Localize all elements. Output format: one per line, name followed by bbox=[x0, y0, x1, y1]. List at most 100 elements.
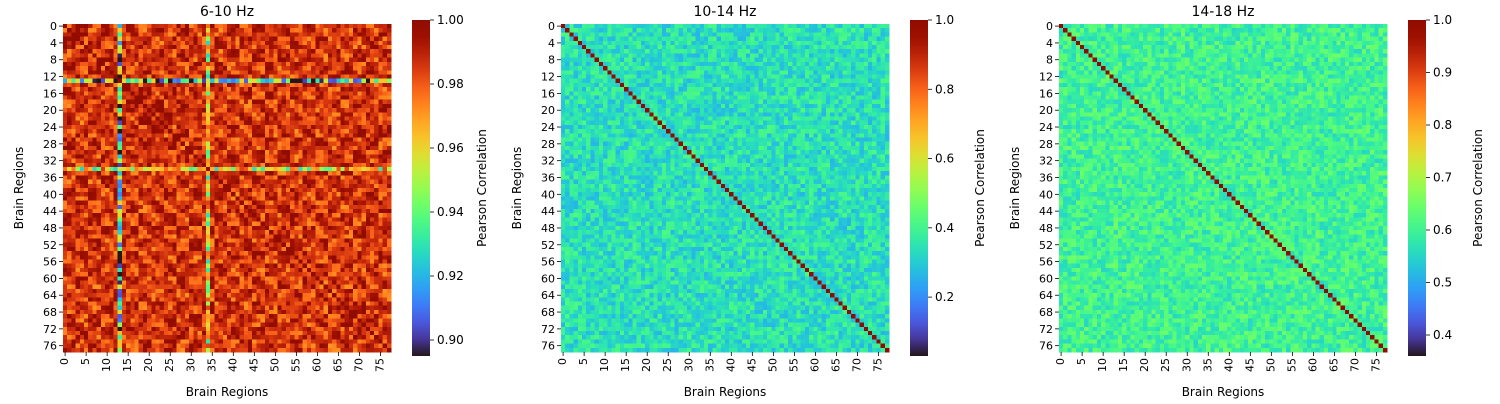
heatmap-cell bbox=[96, 120, 102, 126]
heatmap-cell bbox=[386, 209, 392, 214]
heatmap-cell bbox=[109, 221, 114, 227]
heatmap-cell bbox=[332, 141, 337, 147]
heatmap-cell bbox=[88, 166, 93, 172]
heatmap-cell bbox=[243, 124, 249, 130]
heatmap-cell bbox=[92, 45, 97, 50]
heatmap-cell bbox=[222, 263, 228, 269]
heatmap-cell bbox=[386, 162, 392, 168]
heatmap-cell bbox=[79, 162, 85, 168]
heatmap-cell bbox=[138, 95, 144, 101]
heatmap-cell bbox=[214, 145, 219, 151]
heatmap-cell bbox=[315, 213, 320, 218]
heatmap-cell bbox=[374, 108, 379, 113]
heatmap-cell bbox=[184, 272, 190, 277]
heatmap-cell bbox=[369, 103, 375, 109]
heatmap-cell bbox=[71, 120, 76, 126]
heatmap-cell bbox=[214, 183, 219, 189]
heatmap-cell bbox=[210, 175, 215, 180]
heatmap-cell bbox=[332, 255, 337, 260]
heatmap-cell bbox=[332, 66, 337, 71]
heatmap-cell bbox=[378, 28, 383, 33]
heatmap-cell bbox=[311, 192, 316, 197]
heatmap-cell bbox=[138, 36, 144, 42]
heatmap-cell bbox=[378, 284, 383, 290]
heatmap-cell bbox=[117, 192, 123, 197]
heatmap-cell bbox=[315, 57, 320, 63]
heatmap-cell bbox=[290, 40, 295, 46]
heatmap-cell bbox=[298, 116, 304, 122]
heatmap-cell bbox=[281, 66, 287, 71]
heatmap-cell bbox=[218, 49, 224, 54]
heatmap-cell bbox=[84, 36, 89, 42]
heatmap-cell bbox=[126, 255, 131, 260]
heatmap-cell bbox=[298, 36, 304, 42]
heatmap-cell bbox=[235, 40, 240, 46]
heatmap-cell bbox=[386, 221, 392, 227]
heatmap-cell bbox=[214, 225, 219, 231]
heatmap-cell bbox=[189, 108, 194, 113]
heatmap-cell bbox=[130, 179, 135, 185]
heatmap-cell bbox=[319, 221, 325, 227]
heatmap-cell bbox=[235, 263, 240, 269]
heatmap-cell bbox=[79, 150, 85, 155]
heatmap-cell bbox=[353, 221, 358, 227]
heatmap-cell bbox=[92, 137, 97, 143]
heatmap-cell bbox=[105, 137, 110, 143]
heatmap-cell bbox=[63, 200, 68, 206]
heatmap-cell bbox=[248, 183, 253, 189]
heatmap-cell bbox=[315, 238, 320, 244]
heatmap-cell bbox=[193, 36, 198, 42]
heatmap-cell bbox=[231, 217, 236, 222]
heatmap-cell bbox=[142, 213, 148, 218]
heatmap-cell bbox=[302, 36, 308, 42]
heatmap-cell bbox=[374, 288, 379, 294]
heatmap-cell bbox=[374, 40, 379, 46]
heatmap-cell bbox=[75, 171, 81, 176]
heatmap-cell bbox=[88, 276, 93, 281]
heatmap-cell bbox=[294, 36, 299, 42]
heatmap-cell bbox=[277, 112, 283, 117]
heatmap-cell bbox=[214, 74, 219, 80]
heatmap-cell bbox=[315, 183, 320, 189]
heatmap-cell bbox=[121, 259, 127, 265]
heatmap-cell bbox=[121, 276, 127, 281]
heatmap-cell bbox=[319, 53, 325, 58]
heatmap-cell bbox=[277, 238, 283, 244]
heatmap-cell bbox=[332, 78, 337, 84]
heatmap-cell bbox=[197, 141, 203, 147]
heatmap-cell bbox=[88, 141, 93, 147]
heatmap-cell bbox=[126, 137, 131, 143]
heatmap-cell bbox=[260, 66, 266, 71]
heatmap-cell bbox=[151, 32, 156, 37]
heatmap-cell bbox=[205, 162, 211, 168]
heatmap-cell bbox=[88, 234, 93, 239]
heatmap-cell bbox=[214, 150, 219, 155]
heatmap-cell bbox=[340, 255, 346, 260]
heatmap-cell bbox=[201, 221, 207, 227]
heatmap-cell bbox=[374, 154, 379, 159]
heatmap-cell bbox=[382, 120, 388, 126]
heatmap-cell bbox=[176, 238, 182, 244]
heatmap-cell bbox=[96, 267, 102, 273]
heatmap-cell bbox=[378, 171, 383, 176]
heatmap-cell bbox=[235, 213, 240, 218]
heatmap-cell bbox=[386, 53, 392, 58]
heatmap-cell bbox=[142, 259, 148, 265]
heatmap-cell bbox=[281, 183, 287, 189]
heatmap-cell bbox=[147, 108, 152, 113]
heatmap-cell bbox=[189, 103, 194, 109]
heatmap-cell bbox=[319, 150, 325, 155]
heatmap-cell bbox=[176, 162, 182, 168]
heatmap-cell bbox=[311, 40, 316, 46]
heatmap-cell bbox=[327, 91, 333, 96]
heatmap-cell bbox=[147, 112, 152, 117]
heatmap-cell bbox=[357, 188, 362, 193]
heatmap-cell bbox=[336, 103, 341, 109]
heatmap-cell bbox=[243, 242, 249, 248]
heatmap-cell bbox=[306, 78, 312, 84]
heatmap-cell bbox=[126, 124, 131, 130]
heatmap-cell bbox=[126, 150, 131, 155]
heatmap-cell bbox=[285, 259, 291, 265]
heatmap-cell bbox=[113, 230, 119, 235]
heatmap-cell bbox=[201, 133, 207, 138]
